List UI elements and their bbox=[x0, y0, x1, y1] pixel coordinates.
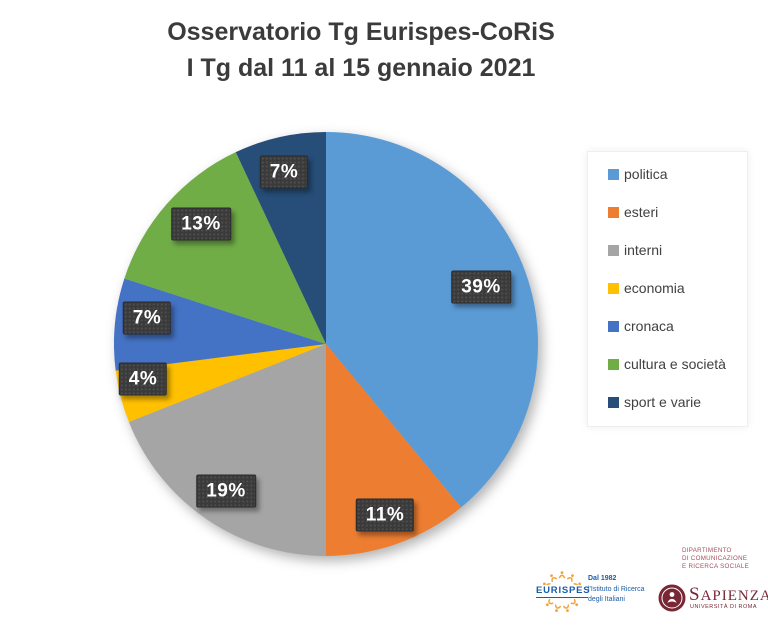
legend-label: cronaca bbox=[624, 318, 674, 334]
pie-data-label-sport: 7% bbox=[259, 155, 309, 189]
sapienza-logo: DIPARTIMENTO DI COMUNICAZIONE E RICERCA … bbox=[655, 547, 768, 619]
sapienza-seal-icon bbox=[658, 584, 686, 612]
legend-label: interni bbox=[624, 242, 663, 258]
eurispes-figure-icon bbox=[563, 604, 570, 613]
legend-swatch bbox=[608, 358, 619, 370]
legend-swatch bbox=[608, 206, 619, 218]
legend-label: sport e varie bbox=[624, 394, 702, 410]
eurispes-tagline-line1: Dal 1982 bbox=[588, 575, 617, 582]
legend-label: cultura e società bbox=[624, 356, 726, 372]
eurispes-figure-icon bbox=[558, 571, 566, 579]
legend-item-politica: politica bbox=[608, 166, 747, 182]
pie-data-label-esteri: 11% bbox=[355, 498, 415, 532]
eurispes-figure-icon bbox=[545, 598, 554, 607]
eurispes-figure-icon bbox=[570, 598, 579, 607]
legend-item-cronaca: cronaca bbox=[608, 318, 747, 334]
legend-swatch bbox=[608, 244, 619, 256]
legend-label: economia bbox=[624, 280, 685, 296]
eurispes-wordmark: EURISPES bbox=[536, 585, 591, 598]
sapienza-department-text: DIPARTIMENTO DI COMUNICAZIONE E RICERCA … bbox=[682, 547, 767, 571]
legend-item-economia: economia bbox=[608, 280, 747, 296]
eurispes-figure-icon bbox=[567, 574, 574, 582]
legend-label: politica bbox=[624, 166, 668, 182]
pie-data-label-interni: 19% bbox=[196, 474, 256, 508]
sapienza-department-line2: DI COMUNICAZIONE bbox=[682, 555, 748, 562]
legend-swatch bbox=[608, 168, 619, 180]
legend-swatch bbox=[608, 282, 619, 294]
legend-item-esteri: esteri bbox=[608, 204, 747, 220]
eurispes-tagline: Dal 1982 l'Istituto di Ricerca degli Ita… bbox=[588, 574, 658, 606]
sapienza-department-line3: E RICERCA SOCIALE bbox=[682, 563, 749, 570]
pie-slice-economia bbox=[115, 344, 326, 423]
eurispes-tagline-line3: degli Italiani bbox=[588, 596, 625, 603]
eurispes-figure-icon bbox=[550, 574, 557, 582]
pie-data-label-economia: 4% bbox=[118, 362, 168, 396]
eurispes-logo: EURISPES Dal 1982 l'Istituto di Ricerca … bbox=[536, 568, 658, 620]
eurispes-figure-icon bbox=[554, 604, 561, 613]
chart-title-line2: I Tg dal 11 al 15 gennaio 2021 bbox=[186, 54, 536, 82]
chart-legend: politica esteri interni economia cronaca… bbox=[587, 151, 748, 427]
legend-swatch bbox=[608, 320, 619, 332]
chart-title-line1: Osservatorio Tg Eurispes-CoRiS bbox=[167, 18, 555, 46]
sapienza-wordmark: SAPIENZA bbox=[689, 584, 768, 605]
chart-title: Osservatorio Tg Eurispes-CoRiS I Tg dal … bbox=[0, 14, 722, 86]
pie-data-label-cultura: 13% bbox=[171, 207, 231, 241]
pie-slice-interni bbox=[128, 344, 326, 556]
legend-label: esteri bbox=[624, 204, 659, 220]
pie-slice-politica bbox=[326, 132, 538, 508]
pie-data-label-cronaca: 7% bbox=[122, 301, 172, 335]
sapienza-department-line1: DIPARTIMENTO bbox=[682, 547, 732, 554]
legend-swatch bbox=[608, 396, 619, 408]
legend-item-interni: interni bbox=[608, 242, 747, 258]
pie-data-label-politica: 39% bbox=[451, 270, 511, 304]
legend-item-sport-e-varie: sport e varie bbox=[608, 394, 747, 410]
legend-item-cultura-e-societa: cultura e società bbox=[608, 356, 747, 372]
eurispes-tagline-line2: l'Istituto di Ricerca bbox=[588, 585, 645, 593]
pie-slice-cultura-e-società bbox=[124, 152, 326, 344]
sapienza-subtitle: UNIVERSITÀ DI ROMA bbox=[690, 604, 758, 610]
